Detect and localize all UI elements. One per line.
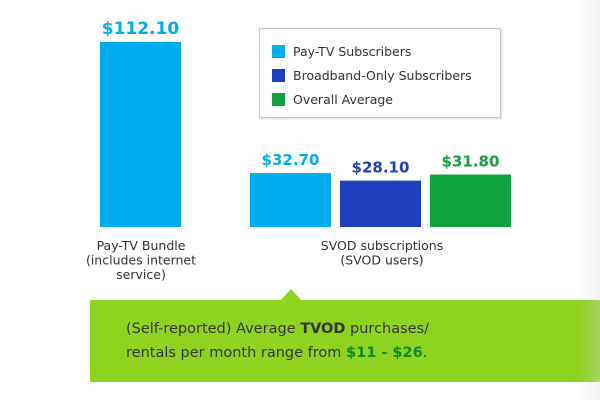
bar-value-label: $112.10 xyxy=(102,19,180,39)
category-label: SVOD subscriptions xyxy=(321,238,443,253)
callout-range: $11 - $26 xyxy=(346,345,423,361)
legend-item-overall: Overall Average xyxy=(260,87,500,111)
legend-swatch-overall xyxy=(272,92,285,106)
callout-line1-suffix: purchases/ xyxy=(345,321,430,337)
bar-value-label: $28.10 xyxy=(352,159,410,177)
legend-item-broadband: Broadband-Only Subscribers xyxy=(260,63,500,87)
callout-tvod: TVOD xyxy=(300,321,346,337)
callout-line2-prefix: rentals per month range from xyxy=(126,345,347,361)
legend-swatch-broadband xyxy=(272,68,285,82)
bar-value-label: $32.70 xyxy=(262,151,320,169)
bar-svod-broadband-only-subscribers xyxy=(340,180,421,227)
bar-bundle-pay-tv-subscribers xyxy=(100,42,181,227)
legend-swatch-pay-tv xyxy=(272,44,285,58)
bar-svod-overall-average xyxy=(430,174,511,227)
bar-value-label: $31.80 xyxy=(442,153,500,171)
callout-line2-suffix: . xyxy=(422,345,428,361)
callout-text: (Self-reported) Average TVOD purchases/ … xyxy=(126,317,429,365)
edge-shading xyxy=(580,0,600,400)
category-label: service) xyxy=(116,267,166,282)
bar-svod-pay-tv-subscribers xyxy=(250,173,331,227)
legend-label: Overall Average xyxy=(293,91,393,107)
callout-pointer xyxy=(280,289,302,301)
category-label: (SVOD users) xyxy=(340,253,423,268)
legend: Pay-TV Subscribers Broadband-Only Subscr… xyxy=(259,28,501,118)
legend-item-pay-tv: Pay-TV Subscribers xyxy=(260,39,500,63)
legend-label: Broadband-Only Subscribers xyxy=(293,67,472,83)
callout-box: (Self-reported) Average TVOD purchases/ … xyxy=(90,300,600,382)
category-label: (includes internet xyxy=(86,253,196,268)
callout-line1-prefix: (Self-reported) Average xyxy=(126,321,301,337)
legend-label: Pay-TV Subscribers xyxy=(293,43,412,59)
category-label: Pay-TV Bundle xyxy=(97,238,186,253)
